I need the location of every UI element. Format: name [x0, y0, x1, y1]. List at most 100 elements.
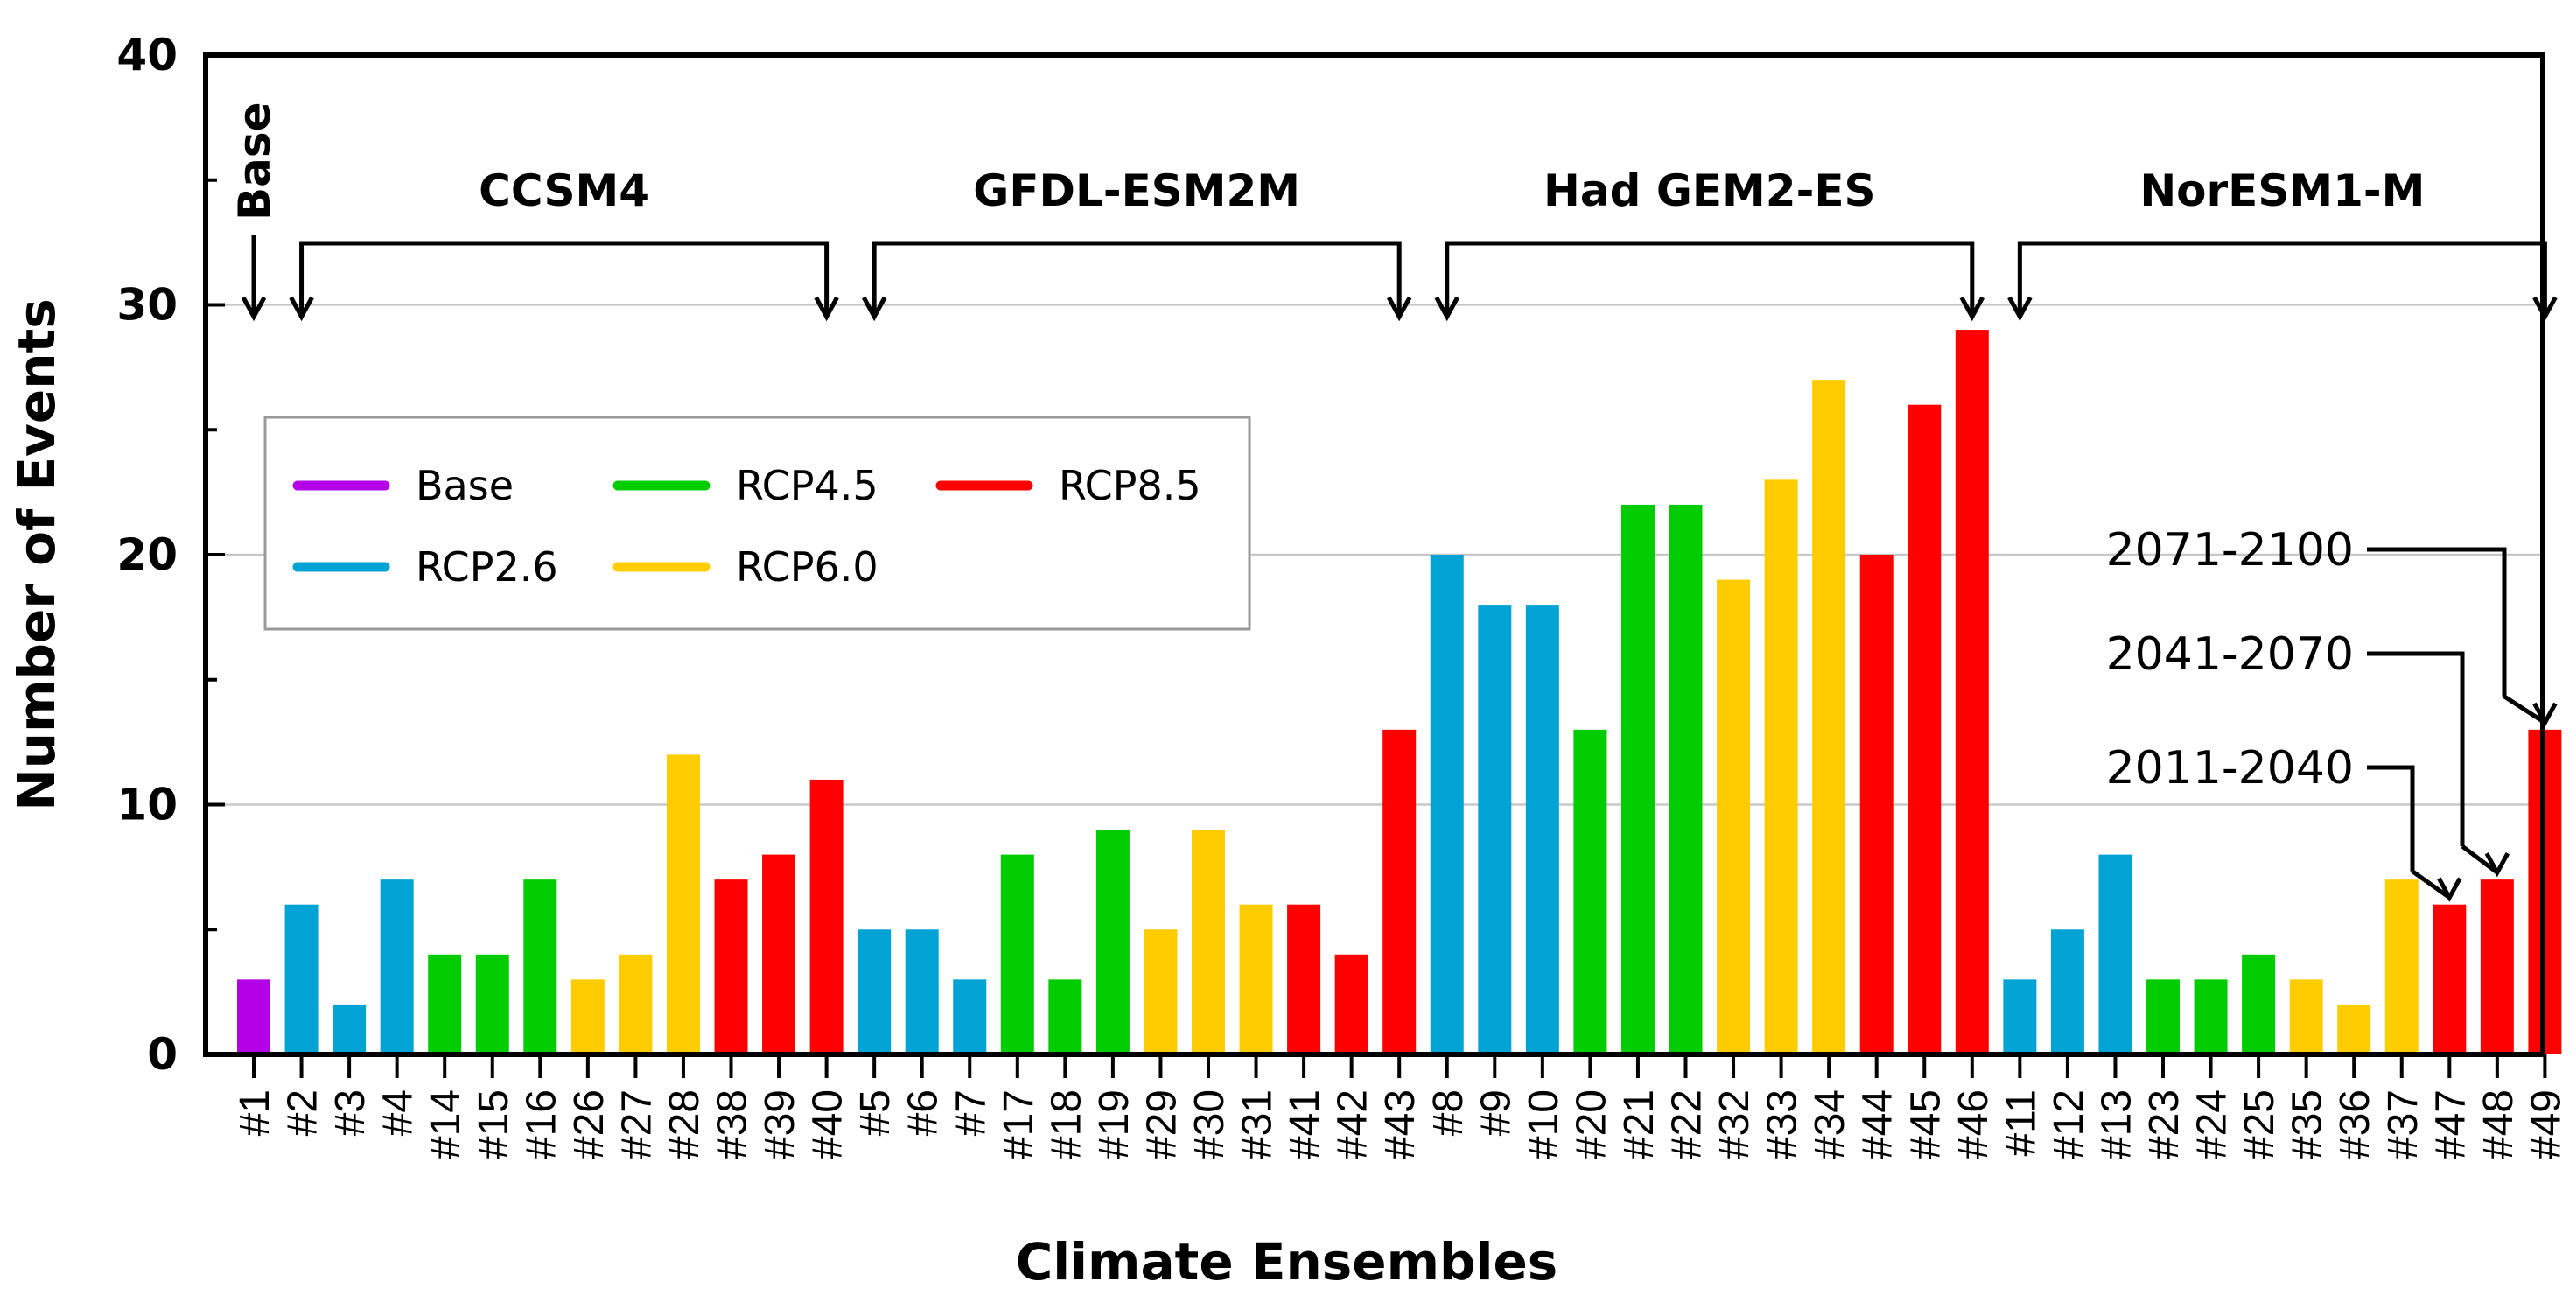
- legend-item-rcp6-0: RCP6.0: [612, 543, 878, 591]
- y-tick-label-0: 0: [147, 1029, 178, 1080]
- bar-33: [1764, 480, 1798, 1054]
- bar-15: [475, 954, 509, 1054]
- bar-4: [380, 879, 414, 1054]
- bar-11: [2003, 979, 2037, 1054]
- x-tick-label-12: #12: [2046, 1089, 2092, 1159]
- group-label-noresm1-m: NorESM1-M: [2139, 165, 2425, 216]
- bar-20: [1573, 729, 1607, 1054]
- x-tick-label-36: #36: [2332, 1089, 2378, 1159]
- x-tick-label-14: #14: [423, 1089, 469, 1159]
- x-tick-label-4: #4: [375, 1089, 422, 1136]
- x-tick-label-42: #42: [1330, 1089, 1376, 1159]
- bar-12: [2050, 929, 2084, 1054]
- arrowhead: [2007, 296, 2033, 322]
- x-tick-label-3: #3: [327, 1089, 374, 1136]
- bar-8: [1430, 555, 1464, 1054]
- arrowhead: [2484, 851, 2510, 878]
- annotation-leader: [2367, 547, 2507, 696]
- annotation-leader-tip: [2411, 869, 2451, 900]
- bar-48: [2480, 879, 2514, 1054]
- annotation-leader-tip: [2460, 844, 2499, 875]
- x-tick-label-32: #32: [1712, 1089, 1758, 1159]
- y-tick-label-30: 30: [116, 280, 178, 331]
- x-tick-label-19: #19: [1091, 1089, 1138, 1159]
- x-tick-label-26: #26: [566, 1089, 612, 1159]
- bar-37: [2384, 879, 2418, 1054]
- legend-item-rcp4-5: RCP4.5: [612, 462, 878, 509]
- x-tick-label-11: #11: [1998, 1089, 2044, 1157]
- x-tick-label-17: #17: [996, 1089, 1042, 1159]
- group-bracket: [1445, 241, 1975, 317]
- x-tick-label-37: #37: [2380, 1089, 2426, 1159]
- x-tick-label-20: #20: [1568, 1089, 1614, 1159]
- annotation-label: 2041-2070: [2106, 628, 2354, 681]
- legend-label: Base: [416, 462, 514, 509]
- annotation-2011-2040: 2011-2040: [2106, 742, 2462, 902]
- bar-26: [570, 979, 605, 1054]
- group-base: Base: [229, 102, 280, 322]
- arrowhead: [2437, 877, 2462, 902]
- legend-label: RCP2.6: [416, 543, 558, 591]
- x-tick-label-8: #8: [1425, 1089, 1472, 1136]
- x-tick-label-16: #16: [518, 1089, 564, 1159]
- bar-36: [2337, 1004, 2371, 1054]
- period-annotations: 2071-2100 2041-2070 2011-2040: [2106, 524, 2558, 902]
- bar-39: [762, 854, 796, 1054]
- group-label-had-gem2-es: Had GEM2-ES: [1544, 165, 1875, 216]
- y-tick-label-20: 20: [116, 529, 178, 580]
- x-tick-label-41: #41: [1282, 1089, 1328, 1159]
- x-tick-label-35: #35: [2285, 1089, 2331, 1159]
- x-tick-label-34: #34: [1807, 1089, 1853, 1159]
- x-tick-label-28: #28: [662, 1089, 708, 1159]
- model-group-brackets: Base CCSM4 GFDL-ESM2M Had GEM2-ES NorESM1-M: [229, 102, 2558, 322]
- group-gfdl-esm2m: GFDL-ESM2M: [861, 165, 1412, 322]
- bar-40: [809, 779, 844, 1054]
- arrowhead: [1959, 296, 1984, 322]
- legend-label: RCP4.5: [736, 462, 878, 509]
- x-tick-label-15: #15: [471, 1089, 517, 1159]
- y-tick-label-10: 10: [116, 780, 178, 830]
- bar-27: [619, 954, 653, 1054]
- arrowhead: [1387, 296, 1412, 322]
- bar-29: [1144, 929, 1178, 1054]
- bar-10: [1525, 605, 1559, 1054]
- group-label-ccsm4: CCSM4: [479, 165, 649, 216]
- arrowhead: [1434, 296, 1460, 322]
- bar-28: [666, 754, 700, 1054]
- arrowhead: [861, 296, 887, 322]
- x-tick-label-47: #47: [2427, 1089, 2474, 1159]
- bar-34: [1812, 380, 1846, 1054]
- annotation-leader: [2367, 765, 2415, 872]
- annotation-2041-2070: 2041-2070: [2106, 628, 2510, 878]
- group-label-base: Base: [229, 102, 280, 220]
- bar-17: [1000, 854, 1034, 1054]
- group-ccsm4: CCSM4: [289, 165, 839, 322]
- bar-44: [1859, 555, 1894, 1054]
- x-axis-title: Climate Ensembles: [1016, 1232, 1558, 1292]
- x-tick-label-48: #48: [2475, 1089, 2522, 1159]
- bar-35: [2289, 979, 2323, 1054]
- bar-32: [1717, 579, 1751, 1054]
- arrowhead: [814, 296, 839, 322]
- x-tick-label-21: #21: [1616, 1089, 1662, 1159]
- arrowhead: [289, 296, 314, 322]
- bar-1: [237, 979, 270, 1054]
- x-tick-label-46: #46: [1950, 1089, 1997, 1159]
- x-tick-label-43: #43: [1377, 1089, 1424, 1159]
- bar-9: [1478, 605, 1512, 1054]
- bar-41: [1287, 904, 1321, 1054]
- bar-18: [1048, 979, 1082, 1054]
- y-axis-title: Number of Events: [7, 298, 66, 811]
- x-tick-label-29: #29: [1138, 1089, 1185, 1159]
- arrowhead: [2532, 296, 2558, 322]
- annotation-leader-tip: [2502, 694, 2546, 724]
- x-tick-label-44: #44: [1855, 1089, 1901, 1159]
- x-tick-label-5: #5: [852, 1089, 899, 1136]
- x-tick-label-9: #9: [1473, 1089, 1519, 1136]
- x-tick-label-31: #31: [1235, 1089, 1281, 1159]
- annotation-leader: [2367, 651, 2465, 847]
- bar-31: [1239, 904, 1273, 1054]
- group-noresm1-m: NorESM1-M: [2007, 165, 2558, 322]
